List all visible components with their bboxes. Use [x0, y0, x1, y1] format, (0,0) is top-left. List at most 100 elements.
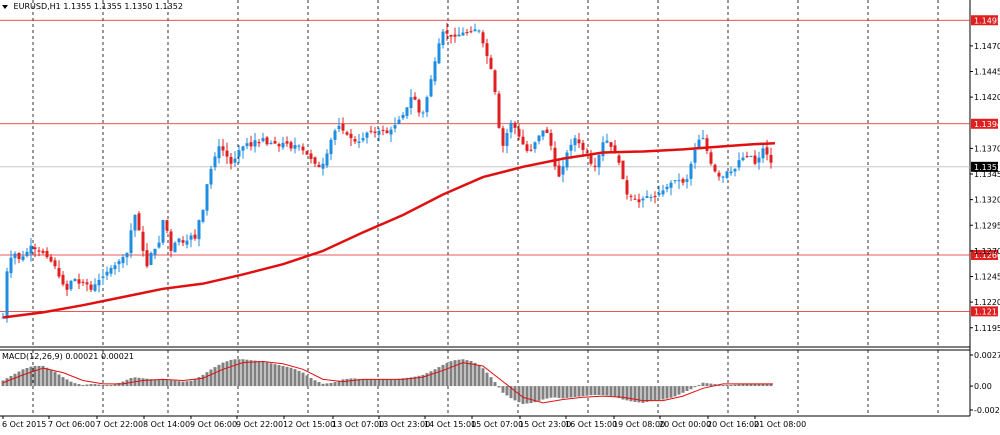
macd-histogram-bar — [197, 377, 201, 387]
bull-candle — [13, 253, 17, 259]
macd-histogram-bar — [601, 386, 605, 396]
macd-histogram-bar — [413, 376, 417, 387]
bear-candle — [621, 160, 625, 180]
time-axis-label: 7 Oct 22:00 — [96, 420, 143, 429]
macd-histogram-bar — [181, 381, 185, 387]
bear-candle — [489, 57, 493, 69]
macd-histogram-bar — [13, 373, 17, 387]
bear-candle — [353, 139, 357, 142]
macd-histogram-bar — [113, 384, 117, 387]
macd-histogram-bar — [5, 378, 9, 387]
macd-histogram-bar — [9, 376, 13, 387]
bear-candle — [765, 147, 769, 155]
bear-candle — [37, 250, 41, 252]
macd-histogram-bar — [493, 382, 497, 387]
macd-histogram-bar — [469, 361, 473, 387]
macd-histogram-bar — [313, 380, 317, 387]
macd-histogram-bar — [453, 360, 457, 387]
bear-candle — [45, 250, 49, 258]
macd-histogram-bar — [717, 384, 721, 387]
macd-histogram-bar — [249, 360, 253, 387]
macd-histogram-bar — [101, 384, 105, 387]
macd-histogram-bar — [381, 379, 385, 387]
macd-histogram-bar — [189, 380, 193, 387]
bull-candle — [657, 192, 661, 196]
macd-histogram-bar — [449, 361, 453, 387]
bear-candle — [465, 32, 469, 34]
price-axis-label: 1.1320 — [974, 196, 1000, 205]
bear-candle — [33, 247, 37, 250]
macd-histogram-bar — [237, 359, 241, 387]
level-price-tag — [971, 306, 998, 317]
time-axis-label: 20 Oct 16:00 — [707, 420, 759, 429]
macd-histogram-bar — [577, 386, 581, 397]
macd-histogram-bar — [17, 371, 21, 387]
time-axis-label: 20 Oct 00:00 — [659, 420, 711, 429]
bear-candle — [317, 164, 321, 168]
bear-candle — [525, 144, 529, 151]
macd-histogram-bar — [581, 386, 585, 397]
macd-histogram-bar — [557, 386, 561, 398]
macd-histogram-bar — [165, 379, 169, 387]
bull-candle — [397, 119, 401, 124]
bull-candle — [441, 31, 445, 46]
macd-histogram-bar — [697, 384, 701, 387]
bull-candle — [697, 139, 701, 150]
bear-candle — [57, 267, 61, 277]
bull-candle — [125, 252, 129, 258]
macd-histogram-bar — [205, 372, 209, 387]
bull-candle — [701, 138, 705, 140]
macd-histogram-bar — [633, 386, 637, 402]
macd-histogram-bar — [289, 367, 293, 387]
macd-histogram-bar — [93, 384, 97, 387]
bull-candle — [69, 280, 73, 290]
bear-candle — [557, 165, 561, 177]
macd-histogram-bar — [97, 384, 101, 387]
macd-histogram-bar — [309, 378, 313, 387]
macd-histogram-bar — [585, 386, 589, 396]
bear-candle — [89, 284, 93, 290]
macd-histogram-bar — [157, 379, 161, 387]
macd-histogram-bar — [653, 386, 657, 401]
macd-histogram-bar — [437, 367, 441, 387]
bear-candle — [445, 30, 449, 34]
macd-histogram-bar — [425, 373, 429, 387]
macd-histogram-bar — [169, 380, 173, 387]
macd-histogram-bar — [401, 378, 405, 387]
macd-axis-label: -0.00214 — [974, 406, 1000, 415]
price-axis-label: 1.1345 — [974, 170, 1000, 179]
bear-candle — [529, 149, 533, 151]
macd-histogram-bar — [701, 382, 705, 387]
bull-candle — [761, 148, 765, 159]
macd-histogram-bar — [657, 386, 661, 400]
bull-candle — [189, 235, 193, 240]
bull-candle — [105, 271, 109, 276]
bull-candle — [665, 186, 669, 190]
bull-candle — [733, 168, 737, 172]
bull-candle — [693, 149, 697, 163]
macd-histogram-bar — [533, 386, 537, 403]
macd-histogram-bar — [45, 367, 49, 387]
bull-candle — [425, 97, 429, 113]
bull-candle — [565, 152, 569, 168]
bull-candle — [133, 215, 137, 231]
bull-candle — [569, 144, 573, 151]
macd-histogram-bar — [193, 379, 197, 387]
bear-candle — [193, 234, 197, 239]
macd-histogram-bar — [513, 386, 517, 401]
bear-candle — [449, 34, 453, 37]
macd-histogram-bar — [349, 378, 353, 387]
macd-histogram-bar — [337, 380, 341, 387]
macd-histogram-bar — [573, 386, 577, 398]
macd-histogram-bar — [1, 380, 5, 387]
macd-histogram-bar — [417, 375, 421, 387]
bull-candle — [509, 122, 513, 133]
macd-histogram-bar — [669, 386, 673, 398]
bear-candle — [49, 256, 53, 262]
bull-candle — [541, 130, 545, 137]
macd-histogram-bar — [609, 386, 613, 396]
macd-histogram-bar — [333, 382, 337, 387]
bear-candle — [77, 279, 81, 284]
